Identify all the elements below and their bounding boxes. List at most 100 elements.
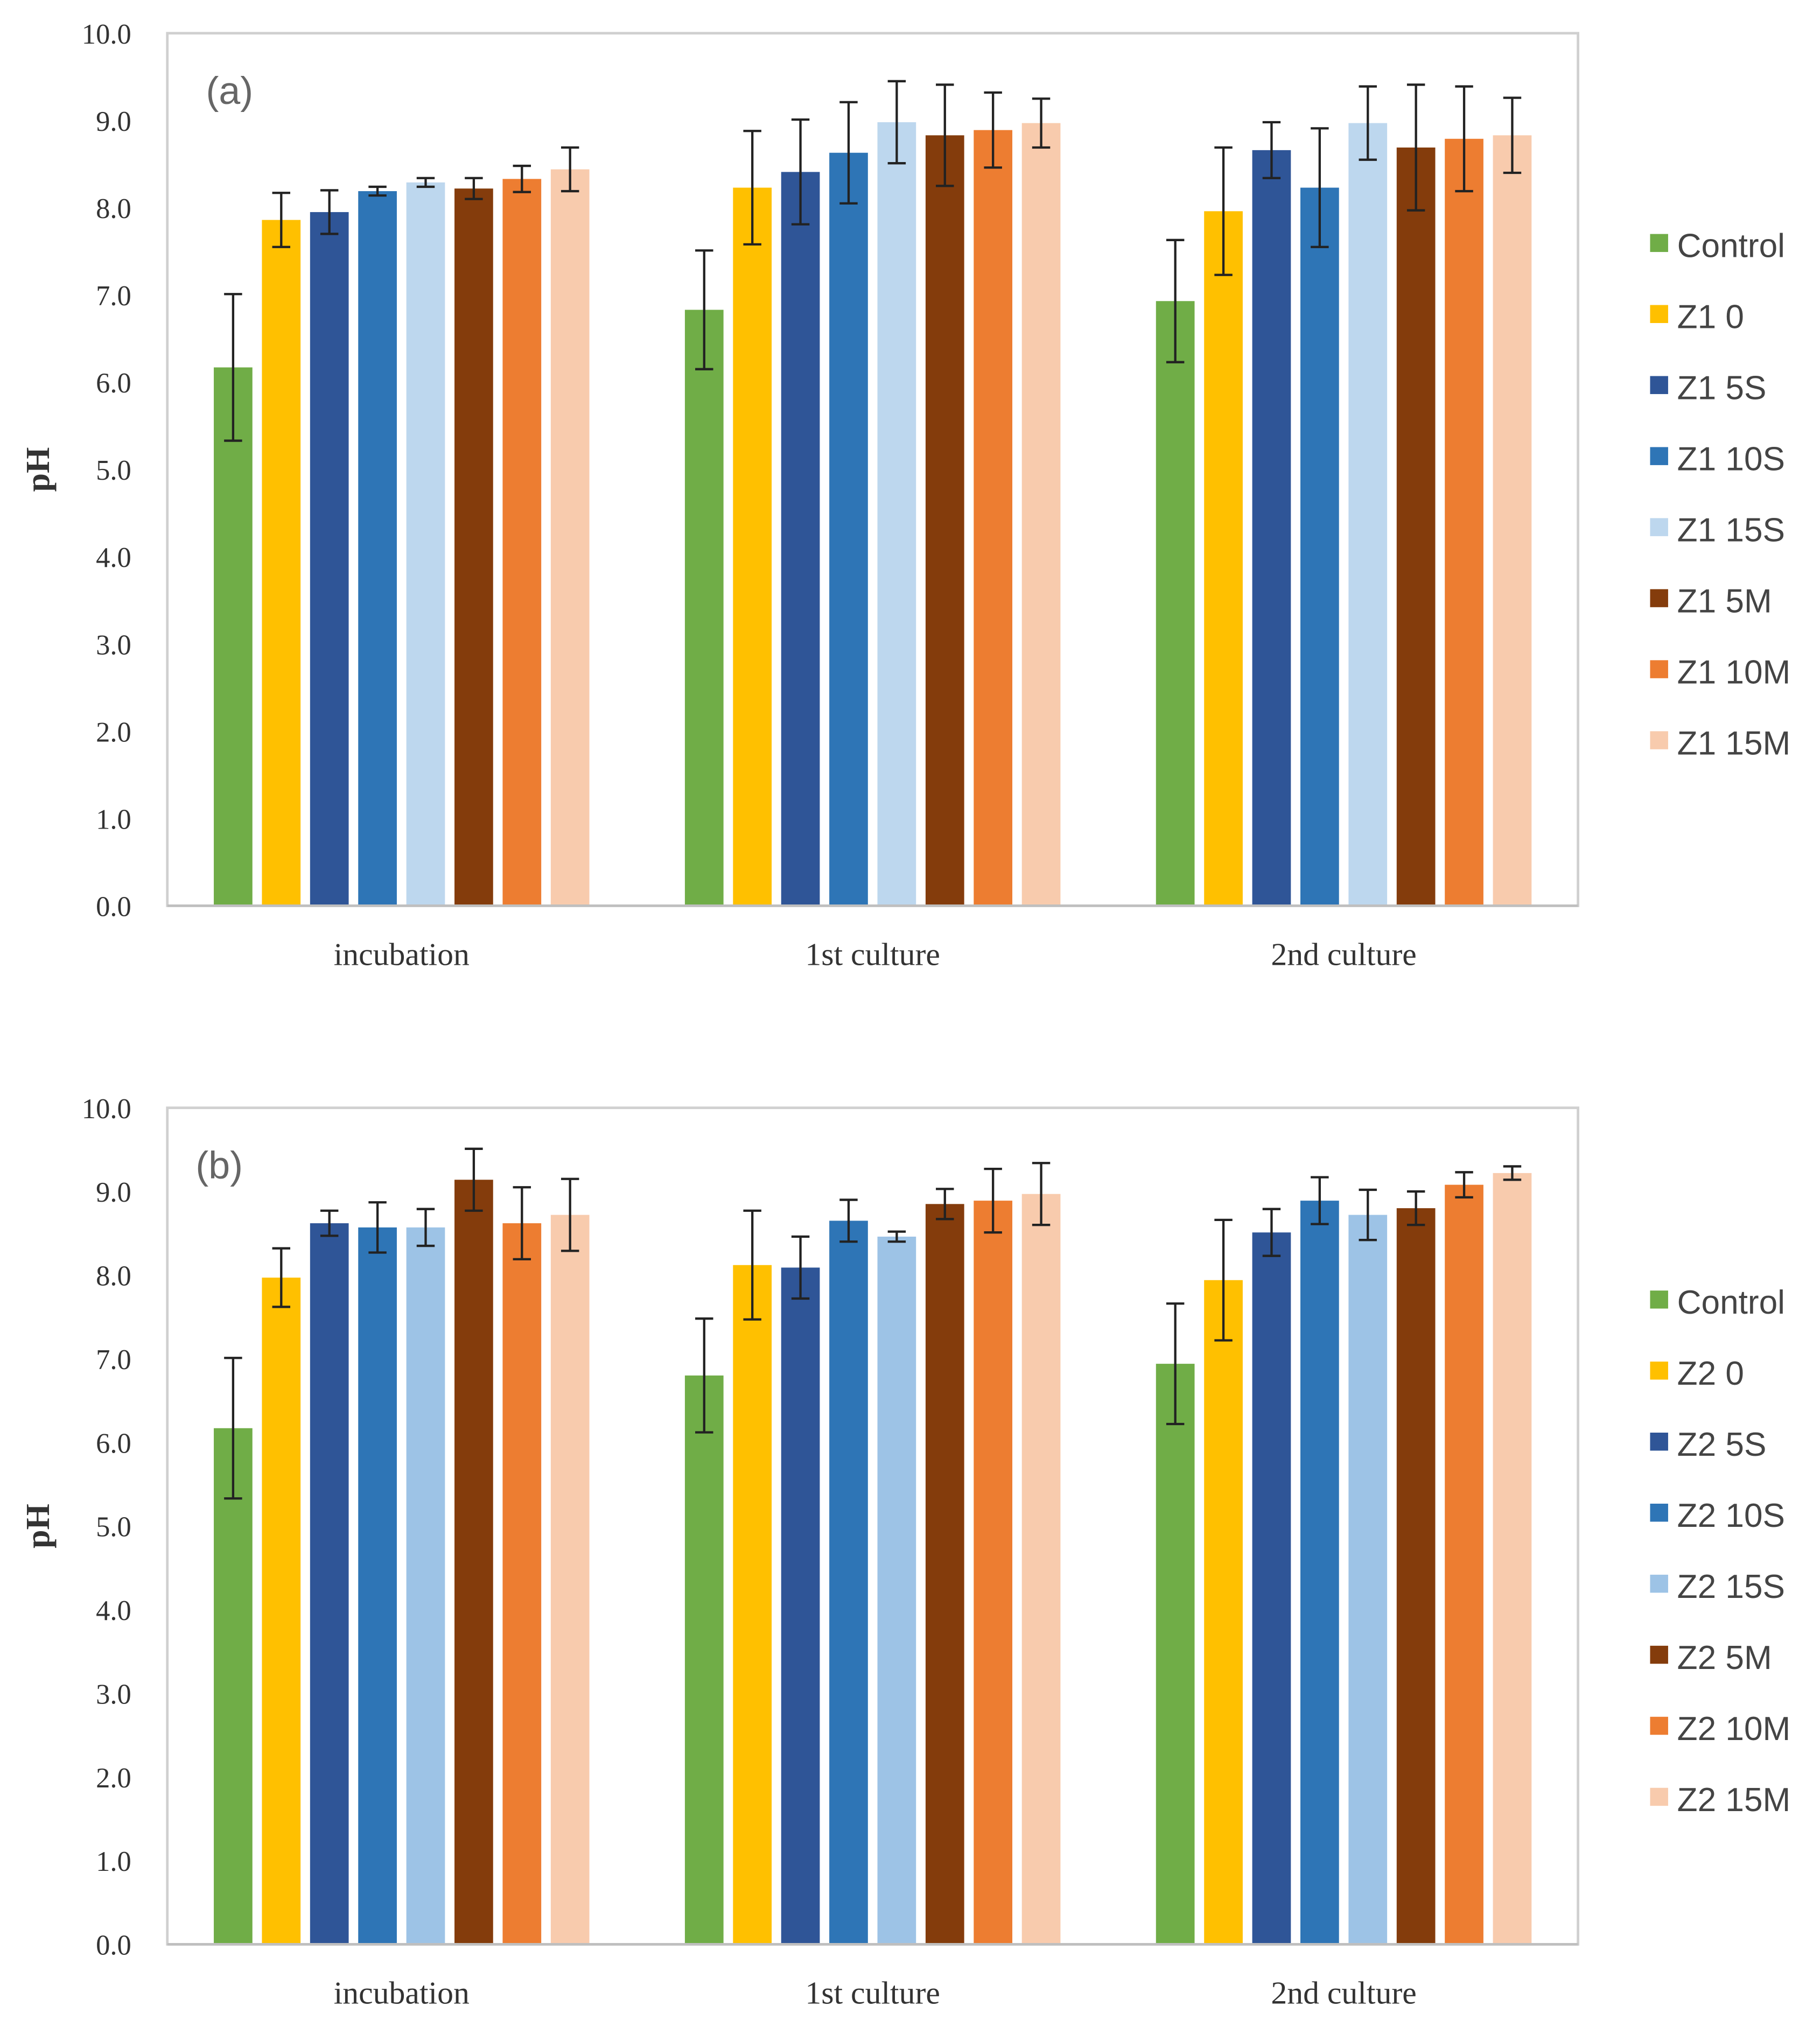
legend-label: Z1 5S <box>1677 370 1767 407</box>
error-bar <box>416 1208 435 1247</box>
error-bar <box>791 118 810 226</box>
error-bar <box>1032 97 1051 149</box>
legend-swatch <box>1650 660 1668 678</box>
panel-label: (a) <box>206 69 253 113</box>
bar <box>925 1204 964 1945</box>
bar <box>1396 1208 1436 1945</box>
error-bar <box>513 164 531 193</box>
error-bar <box>1262 121 1281 179</box>
bar <box>358 1227 397 1945</box>
bar <box>1396 148 1436 906</box>
error-bar <box>1359 1188 1377 1242</box>
y-tick-label: 7.0 <box>96 280 131 312</box>
y-tick-label: 9.0 <box>96 1177 131 1208</box>
y-tick-label: 10.0 <box>82 19 131 50</box>
x-tick-label: 2nd culture <box>1271 1975 1416 2010</box>
error-bar <box>1166 239 1185 363</box>
legend-label: Z2 10M <box>1677 1710 1791 1748</box>
legend-swatch <box>1650 1433 1668 1451</box>
error-bar <box>561 146 579 193</box>
error-bar <box>743 130 761 246</box>
error-bar <box>839 101 858 205</box>
legend-swatch <box>1650 1645 1668 1664</box>
bar <box>1493 135 1532 906</box>
bar <box>974 1201 1013 1945</box>
legend-label: Z2 15M <box>1677 1781 1791 1819</box>
bar <box>550 1215 590 1945</box>
y-tick-label: 5.0 <box>96 455 131 486</box>
legend-label: Z1 15S <box>1677 511 1785 549</box>
legend-swatch <box>1650 1574 1668 1593</box>
bar <box>1156 301 1195 906</box>
x-tick-label: 2nd culture <box>1271 936 1416 972</box>
error-bar <box>1032 1162 1051 1226</box>
error-bar <box>1406 1190 1425 1226</box>
bar <box>684 310 724 906</box>
legend-swatch <box>1650 376 1668 394</box>
legend-swatch <box>1650 447 1668 465</box>
y-tick-label: 0.0 <box>96 892 131 923</box>
y-tick-label: 8.0 <box>96 1261 131 1292</box>
error-bar <box>984 91 1002 169</box>
bar <box>1021 1194 1061 1945</box>
error-bar <box>224 293 242 442</box>
bar <box>406 182 445 906</box>
legend-label: Z2 15S <box>1677 1568 1785 1605</box>
legend-label: Z2 10S <box>1677 1497 1785 1534</box>
error-bar <box>936 1188 954 1221</box>
legend-label: Z2 0 <box>1677 1355 1744 1392</box>
error-bar <box>272 192 291 248</box>
panel-label: (b) <box>195 1144 243 1187</box>
bar <box>310 212 349 906</box>
legend-label: Control <box>1677 228 1785 265</box>
bar <box>214 367 253 906</box>
y-axis-label: pH <box>20 447 57 492</box>
bar <box>454 1180 493 1945</box>
legend-swatch <box>1650 1290 1668 1309</box>
error-bar <box>224 1357 242 1500</box>
error-bar <box>1406 83 1425 212</box>
legend-label: Control <box>1677 1284 1785 1321</box>
legend-label: Z1 10M <box>1677 654 1791 691</box>
legend-swatch <box>1650 1503 1668 1522</box>
error-bar <box>272 1247 291 1308</box>
legend-label: Z1 10S <box>1677 440 1785 478</box>
legend-label: Z2 5M <box>1677 1639 1772 1677</box>
error-bar <box>1311 127 1329 248</box>
error-bar <box>561 1177 579 1252</box>
y-tick-label: 0.0 <box>96 1930 131 1961</box>
error-bar <box>743 1209 761 1321</box>
y-tick-label: 6.0 <box>96 368 131 399</box>
bar <box>733 1265 772 1945</box>
bar <box>1204 211 1243 906</box>
y-tick-label: 7.0 <box>96 1344 131 1376</box>
bar <box>262 220 301 906</box>
error-bar <box>513 1186 531 1261</box>
error-bar <box>984 1167 1002 1234</box>
bar <box>781 1267 820 1945</box>
y-tick-label: 6.0 <box>96 1428 131 1459</box>
bar <box>1348 1215 1388 1945</box>
error-bar <box>416 177 435 188</box>
error-bar <box>839 1198 858 1243</box>
legend-label: Z2 5S <box>1677 1426 1767 1463</box>
y-tick-label: 4.0 <box>96 542 131 573</box>
x-tick-label: incubation <box>334 1975 470 2010</box>
plot-area <box>166 1106 1579 1946</box>
error-bar <box>368 185 387 197</box>
y-tick-label: 5.0 <box>96 1512 131 1543</box>
bar <box>406 1227 445 1945</box>
y-tick-label: 8.0 <box>96 193 131 225</box>
y-tick-label: 1.0 <box>96 804 131 835</box>
error-bar <box>1455 85 1473 193</box>
error-bar <box>695 249 713 370</box>
chart-panel-a: 0.0 1.0 2.0 3.0 4.0 5.0 6.0 7.0 8.0 9.0 10.0 pH (a) i… <box>20 19 1790 972</box>
error-bar <box>1214 146 1233 276</box>
bar <box>877 122 916 906</box>
bar <box>1493 1173 1532 1945</box>
legend-swatch <box>1650 305 1668 324</box>
error-bar <box>1503 96 1522 174</box>
bar <box>1445 138 1483 906</box>
bar <box>310 1223 349 1945</box>
